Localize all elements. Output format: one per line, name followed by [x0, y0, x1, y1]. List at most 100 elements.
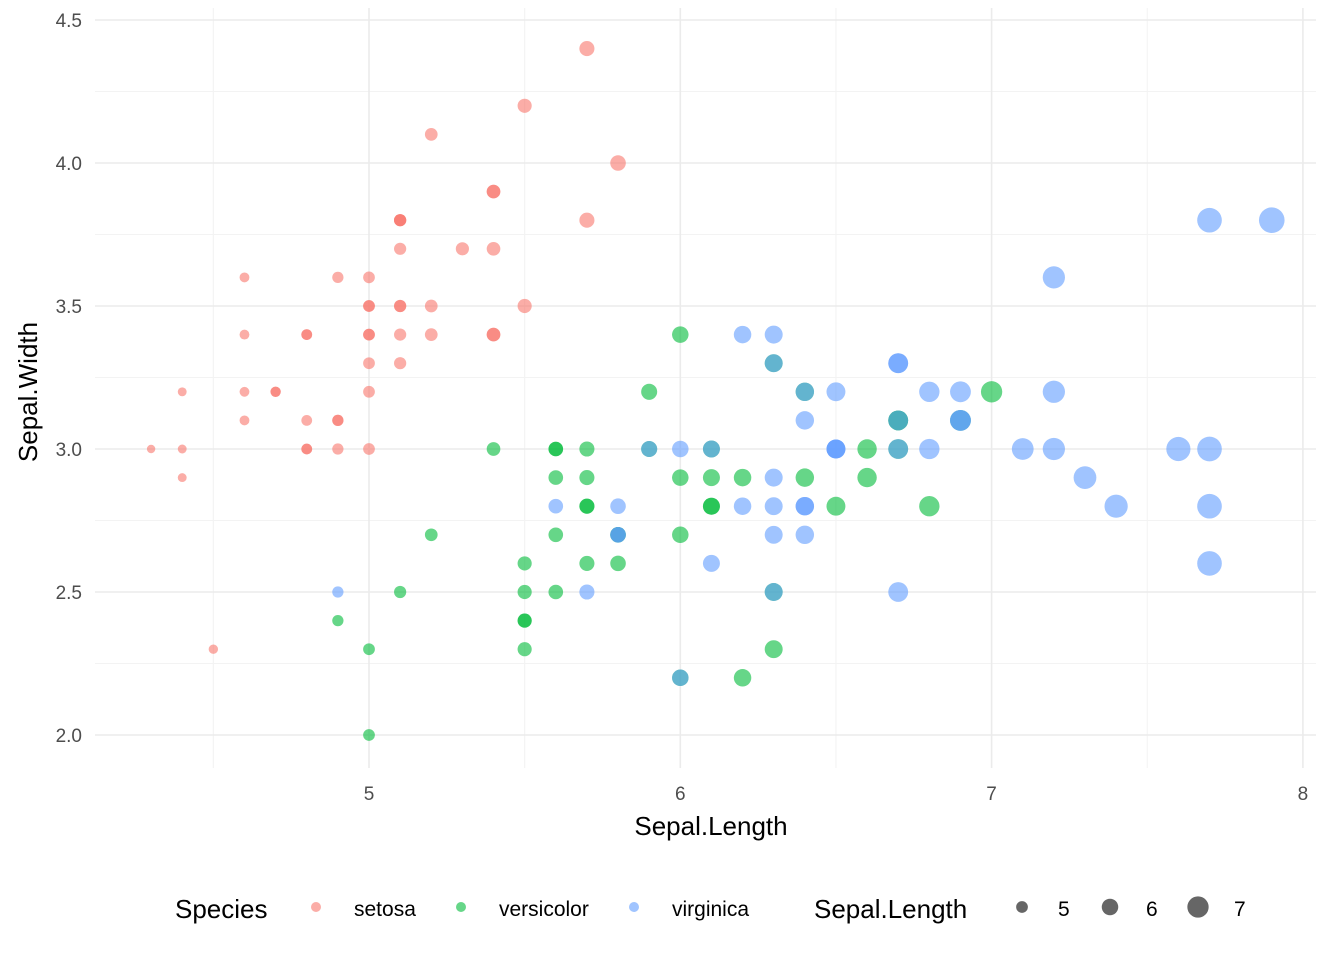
data-point [610, 555, 626, 572]
data-point [548, 470, 564, 485]
data-point [579, 41, 595, 57]
series-virginica [332, 207, 1285, 687]
series-setosa [146, 41, 626, 654]
legend-species-title: Species [175, 894, 268, 924]
legend-size-entry-6: 6 [1101, 898, 1158, 921]
data-point [486, 184, 501, 199]
data-point [1042, 266, 1065, 289]
data-point [517, 556, 532, 571]
data-point [826, 496, 846, 516]
data-point [177, 387, 187, 397]
data-point [672, 526, 689, 544]
data-point [1042, 437, 1065, 461]
data-point [641, 383, 658, 400]
data-point [888, 353, 909, 374]
data-point [332, 414, 344, 427]
data-point [888, 439, 909, 459]
y-tick-label: 4.5 [56, 11, 82, 32]
data-point [363, 357, 375, 370]
data-point [486, 442, 501, 456]
data-point [795, 382, 815, 402]
series-versicolor [332, 326, 1003, 741]
legend-key-versicolor [456, 902, 466, 912]
data-point [672, 440, 689, 458]
data-point [764, 354, 783, 373]
legend-entry-setosa: setosa [311, 898, 416, 921]
data-point [764, 468, 783, 487]
legend-size-label: 6 [1146, 898, 1158, 921]
data-point [672, 469, 689, 486]
data-point [517, 584, 532, 600]
data-point [363, 643, 375, 656]
data-point [733, 669, 752, 687]
data-point [517, 613, 532, 628]
legend-label-virginica: virginica [672, 898, 749, 921]
data-point [1166, 436, 1191, 462]
y-tick-label: 4.0 [56, 154, 82, 175]
legend-label-versicolor: versicolor [499, 898, 589, 921]
legend-size-title: Sepal.Length [814, 894, 967, 924]
data-point [301, 443, 313, 455]
y-tick-label: 3.5 [56, 297, 82, 318]
x-tick-label: 8 [1298, 784, 1309, 805]
legend: Species setosa versicolor virginica Sepal.… [175, 894, 1246, 924]
legend-size-label: 5 [1058, 898, 1070, 921]
data-point [424, 299, 438, 313]
data-point [394, 328, 407, 341]
data-point [702, 469, 720, 487]
data-point [702, 497, 720, 515]
data-point [486, 241, 501, 256]
data-point [363, 300, 375, 312]
data-point [424, 528, 438, 542]
data-point [826, 439, 846, 459]
data-point [424, 128, 438, 141]
data-point [950, 409, 971, 431]
data-point [919, 496, 940, 517]
y-axis-title: Sepal.Width [13, 322, 43, 462]
data-point [332, 271, 344, 284]
data-point [579, 498, 595, 514]
data-point [177, 473, 187, 483]
legend-size-entry-5: 5 [1016, 898, 1070, 921]
data-point [1104, 494, 1128, 518]
data-point [857, 439, 877, 459]
data-point [239, 272, 250, 283]
legend-size-key [1101, 898, 1119, 916]
data-point [363, 328, 375, 341]
data-point [826, 382, 846, 402]
data-point [764, 640, 783, 659]
data-point [548, 441, 564, 457]
y-tick-label: 2.0 [56, 726, 82, 747]
legend-label-setosa: setosa [354, 898, 416, 921]
data-point [795, 411, 815, 430]
data-point [332, 443, 344, 455]
data-point [177, 444, 187, 454]
data-point [919, 381, 940, 402]
data-point [394, 214, 407, 227]
data-point [888, 410, 909, 431]
data-point [239, 415, 250, 426]
legend-entry-versicolor: versicolor [456, 898, 589, 921]
data-point [455, 242, 469, 256]
data-point [363, 385, 375, 398]
data-point [394, 299, 407, 313]
data-point [239, 329, 250, 340]
legend-key-setosa [311, 902, 321, 912]
axis-ticks: 5 6 7 8 2.0 2.5 3.0 3.5 4.0 4.5 [56, 11, 1309, 805]
data-point [1197, 436, 1222, 462]
data-point [610, 498, 626, 514]
data-point [579, 470, 595, 486]
data-point [548, 498, 564, 514]
data-point [1073, 466, 1097, 489]
x-tick-label: 7 [986, 784, 997, 805]
data-point [764, 583, 783, 601]
data-point [764, 525, 783, 544]
data-point [270, 386, 281, 397]
data-point [1197, 207, 1222, 233]
data-point [888, 582, 909, 602]
data-point [702, 440, 720, 458]
data-point [857, 467, 877, 488]
data-point [332, 614, 344, 627]
data-point [579, 555, 595, 571]
